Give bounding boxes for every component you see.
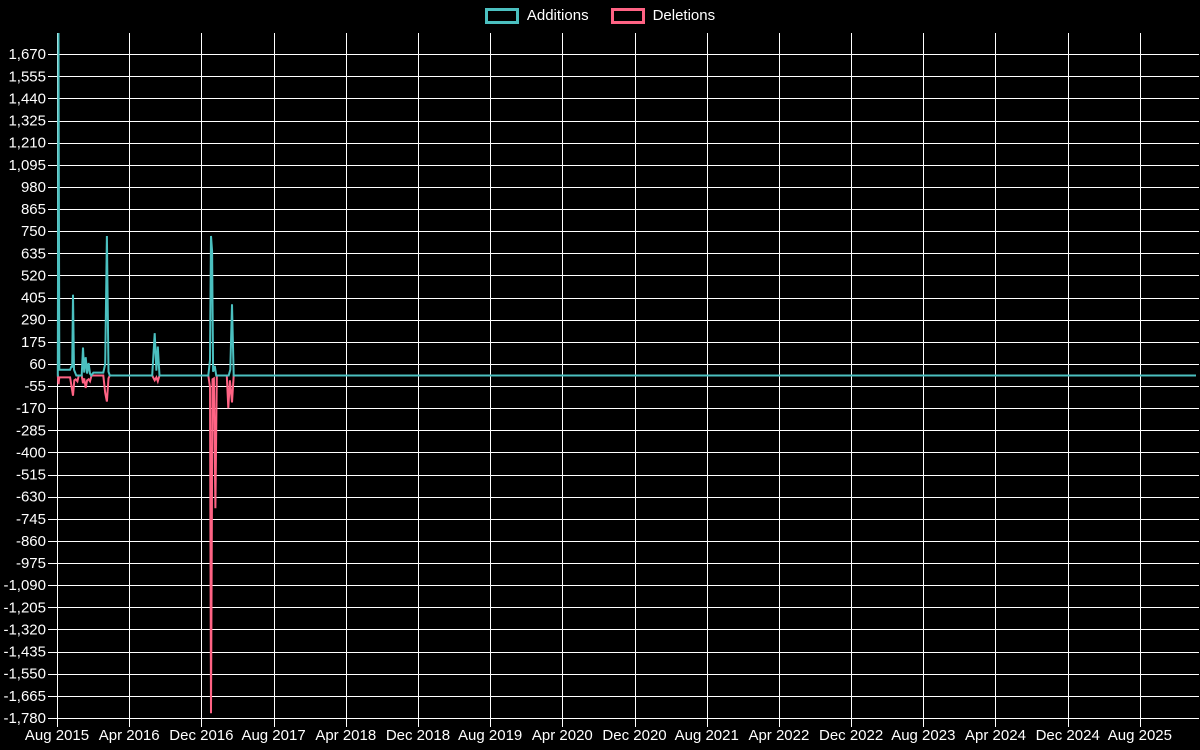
- y-tick-label: -975: [16, 555, 46, 572]
- x-tick-label: Aug 2019: [458, 727, 522, 744]
- y-tick-label: 290: [21, 312, 46, 329]
- x-tick-label: Apr 2024: [965, 727, 1026, 744]
- y-tick-label: 635: [21, 245, 46, 262]
- additions-line: [56, 32, 1196, 378]
- y-tick-label: -745: [16, 511, 46, 528]
- y-tick-label: 980: [21, 179, 46, 196]
- y-tick-label: -860: [16, 533, 46, 550]
- x-tick-label: Aug 2025: [1108, 727, 1172, 744]
- y-tick-label: -170: [16, 400, 46, 417]
- x-tick-label: Apr 2016: [99, 727, 160, 744]
- x-tick-label: Aug 2021: [675, 727, 739, 744]
- legend-label-deletions: Deletions: [652, 7, 716, 24]
- legend-item-deletions[interactable]: Deletions: [610, 7, 716, 25]
- y-tick-label: 1,325: [8, 113, 46, 130]
- x-tick-label: Apr 2018: [315, 727, 376, 744]
- y-tick-label: -1,665: [3, 688, 46, 705]
- x-tick-label: Dec 2016: [169, 727, 233, 744]
- x-tick-label: Aug 2023: [891, 727, 955, 744]
- chart-legend: Additions Deletions: [0, 7, 1200, 25]
- y-tick-label: -1,320: [3, 621, 46, 638]
- y-tick-label: 520: [21, 267, 46, 284]
- x-tick-label: Aug 2017: [241, 727, 305, 744]
- y-tick-label: 175: [21, 334, 46, 351]
- legend-label-additions: Additions: [526, 7, 589, 24]
- y-tick-label: 1,095: [8, 157, 46, 174]
- y-tick-label: 405: [21, 290, 46, 307]
- additions-swatch-icon: [484, 8, 519, 24]
- y-tick-label: 1,555: [8, 68, 46, 85]
- y-tick-label: -1,435: [3, 644, 46, 661]
- deletions-swatch-icon: [610, 8, 645, 24]
- y-tick-label: -1,550: [3, 666, 46, 683]
- y-tick-label: 750: [21, 223, 46, 240]
- legend-item-additions[interactable]: Additions: [484, 7, 589, 25]
- y-tick-label: -1,090: [3, 577, 46, 594]
- x-tick-label: Dec 2022: [819, 727, 883, 744]
- y-tick-label: -1,205: [3, 599, 46, 616]
- x-tick-label: Dec 2018: [386, 727, 450, 744]
- x-tick-label: Apr 2020: [532, 727, 593, 744]
- deletions-line: [56, 374, 1196, 714]
- x-tick-label: Apr 2022: [748, 727, 809, 744]
- y-tick-label: -400: [16, 444, 46, 461]
- x-tick-label: Dec 2024: [1036, 727, 1100, 744]
- y-tick-label: 1,440: [8, 90, 46, 107]
- y-tick-label: 1,670: [8, 46, 46, 63]
- y-tick-label: -55: [24, 378, 46, 395]
- y-tick-label: -1,780: [3, 710, 46, 727]
- y-tick-label: 865: [21, 201, 46, 218]
- y-tick-label: 1,210: [8, 135, 46, 152]
- x-tick-label: Dec 2020: [602, 727, 666, 744]
- y-tick-label: 60: [29, 356, 46, 373]
- y-tick-label: -285: [16, 422, 46, 439]
- y-tick-label: -630: [16, 489, 46, 506]
- x-tick-label: Aug 2015: [25, 727, 89, 744]
- y-tick-label: -515: [16, 467, 46, 484]
